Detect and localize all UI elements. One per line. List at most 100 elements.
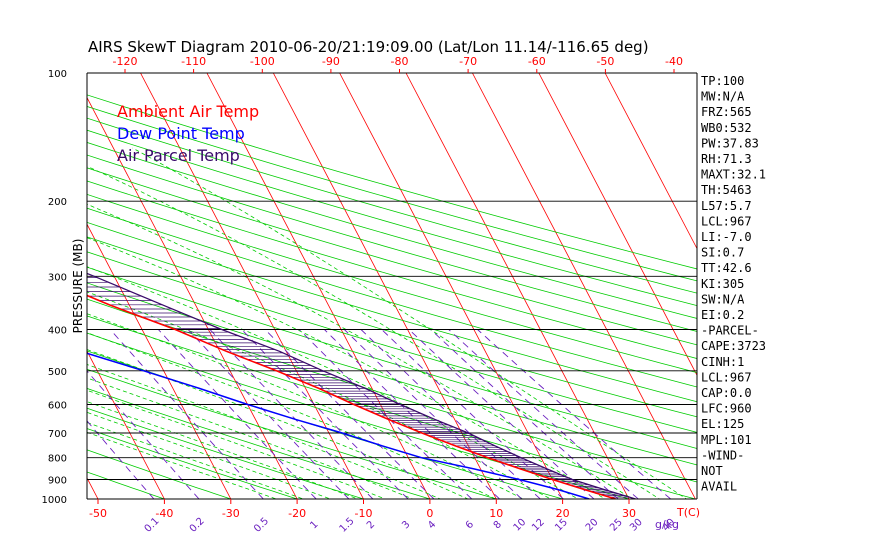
mixing-ratio-label: 10 <box>512 517 529 534</box>
isotherm-line <box>87 96 298 499</box>
stat-item: CINH:1 <box>701 355 744 369</box>
top-temp-label: -90 <box>322 55 340 68</box>
isotherm-line <box>604 73 697 250</box>
cape-hatch <box>87 277 630 498</box>
mixing-ratio-label: 0.2 <box>188 516 207 535</box>
dry-adiabat-line <box>87 368 498 499</box>
dry-adiabat-line <box>87 221 697 403</box>
pressure-tick-label: 1000 <box>42 495 67 506</box>
profiles-layer <box>87 272 636 499</box>
dry-adiabat-line <box>87 142 697 319</box>
stat-item: L57:5.7 <box>701 199 752 213</box>
dry-adiabat-line <box>87 193 697 374</box>
stat-item: MAXT:32.1 <box>701 168 766 182</box>
stat-item: NOT <box>701 464 723 478</box>
top-temp-label: -70 <box>459 55 477 68</box>
isotherm-line <box>538 73 697 377</box>
top-temp-label: -80 <box>391 55 409 68</box>
top-temp-label: -50 <box>596 55 614 68</box>
legend-item: Air Parcel Temp <box>117 146 240 165</box>
y-axis-label: PRESSURE (MB) <box>71 239 85 334</box>
pressure-tick-label: 400 <box>48 326 67 337</box>
dry-adiabat-line <box>87 449 233 499</box>
dry-adiabat-line <box>87 94 697 270</box>
mixing-ratio-label: 4 <box>426 519 438 531</box>
mixing-ratio-line <box>448 329 639 499</box>
dry-adiabat-line <box>87 471 166 499</box>
bottom-temp-label: 20 <box>556 507 570 520</box>
stat-item: RH:71.3 <box>701 152 752 166</box>
stat-item: TT:42.6 <box>701 261 752 275</box>
mixing-ratio-label: 12 <box>530 517 547 534</box>
parcel-temp-line <box>87 272 636 499</box>
top-temp-label: -60 <box>528 55 546 68</box>
dry-adiabat-line <box>87 154 697 332</box>
moist-adiabat-line <box>87 237 607 499</box>
dry-adiabat-line <box>87 251 697 433</box>
dry-adiabat-line <box>87 428 299 499</box>
dry-adiabat-line <box>87 298 697 483</box>
mixing-ratio-line <box>408 329 595 499</box>
stat-item: CAPE:3723 <box>701 339 766 353</box>
stat-item: SI:0.7 <box>701 246 744 260</box>
dry-adiabat-line <box>87 350 565 499</box>
legend-item: Ambient Air Temp <box>117 102 259 121</box>
mixing-ratio-label: 3 <box>400 519 412 531</box>
dry-adiabat-line <box>87 332 631 499</box>
pressure-tick-label: 200 <box>48 197 67 208</box>
pressure-tick-label: 300 <box>48 272 67 283</box>
isotherm-line <box>405 73 630 499</box>
mixing-ratio-label: 1 <box>308 519 320 531</box>
bottom-temp-label: -40 <box>155 507 173 520</box>
isotherm-line <box>87 223 232 499</box>
bottom-temp-label: -20 <box>288 507 306 520</box>
stat-item: KI:305 <box>701 277 744 291</box>
isotherm-line <box>87 350 165 499</box>
stat-item: LCL:967 <box>701 370 752 384</box>
mixing-ratio-label: 8 <box>492 519 504 531</box>
mixing-ratio-label: 20 <box>584 517 601 534</box>
bottom-temp-label: 10 <box>489 507 503 520</box>
stat-item: MPL:101 <box>701 433 752 447</box>
stat-item: -WIND- <box>701 448 744 462</box>
dry-adiabat-line <box>87 207 697 388</box>
top-temp-label: -100 <box>250 55 275 68</box>
stat-item: AVAIL <box>701 480 737 494</box>
chart-title: AIRS SkewT Diagram 2010-06-20/21:19:09.0… <box>88 38 649 56</box>
bottom-temp-label: -50 <box>89 507 107 520</box>
stat-item: TP:100 <box>701 74 744 88</box>
legend: Ambient Air Temp Dew Point Temp Air Parcel… <box>117 102 259 165</box>
stat-item: MW:N/A <box>701 90 745 104</box>
moist-adiabat-line <box>87 364 442 499</box>
stat-item: FRZ:565 <box>701 105 752 119</box>
pressure-tick-label: 800 <box>48 454 67 465</box>
top-temp-label: -40 <box>665 55 683 68</box>
isotherm-line <box>472 73 696 499</box>
stat-item: LFC:960 <box>701 402 752 416</box>
mixing-ratio-line <box>87 370 200 499</box>
isotherm-line <box>0 73 32 499</box>
dry-adiabat-line <box>87 117 697 294</box>
pressure-tick-label: 100 <box>48 69 67 80</box>
bottom-temp-label: 0 <box>426 507 433 520</box>
moist-adiabat-line <box>87 203 634 499</box>
mixing-ratio-label: 2 <box>365 519 377 531</box>
bottom-temp-label: 30 <box>622 507 636 520</box>
stat-item: -PARCEL- <box>701 324 759 338</box>
mixing-unit: g/kg <box>655 518 679 531</box>
pressure-tick-label: 500 <box>48 367 67 378</box>
top-temp-label: -110 <box>181 55 206 68</box>
mixing-ratio-label: 6 <box>464 519 476 531</box>
stat-item: LCL:967 <box>701 214 752 228</box>
dewpoint-line <box>87 352 590 499</box>
bottom-temp-label: -10 <box>355 507 373 520</box>
isotherm-line <box>339 73 563 499</box>
ambient-temp-line <box>87 294 616 499</box>
dry-adiabat-line <box>87 105 697 282</box>
dry-adiabat-line <box>87 180 697 359</box>
mixing-ratio-label: 0.5 <box>252 516 271 535</box>
stat-item: PW:37.83 <box>701 136 759 150</box>
